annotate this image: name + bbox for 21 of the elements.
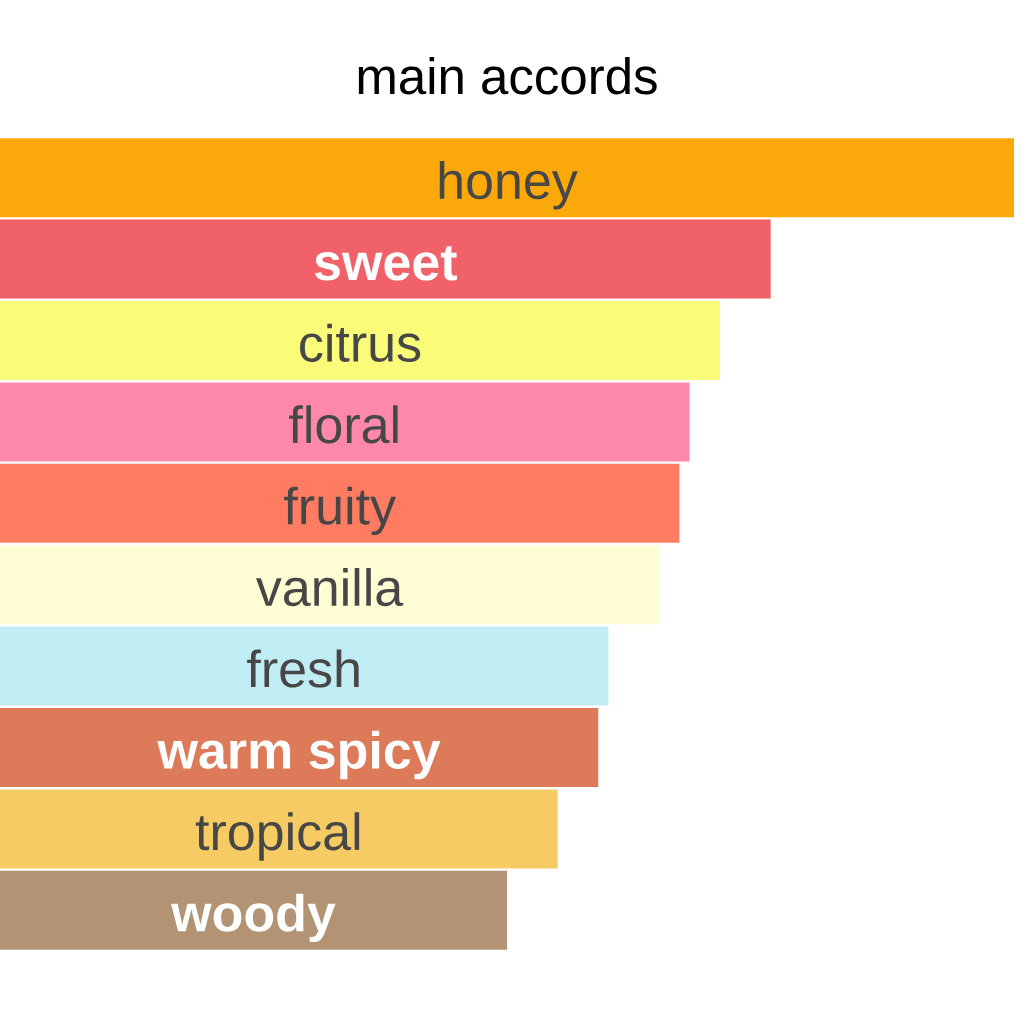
y-tick-label: warm spicy: [157, 730, 441, 780]
bar: [0, 463, 680, 543]
bar: [0, 138, 1015, 218]
y-tick-label: woody: [171, 893, 336, 943]
y-tick-label: sweet: [314, 246, 457, 281]
y-tick-label: tropical: [195, 812, 360, 861]
bar: [0, 545, 660, 625]
bar: [0, 219, 771, 299]
bar: [0, 626, 609, 706]
y-tick-label: fresh: [247, 649, 359, 688]
bar: [0, 382, 690, 462]
y-tick-label: floral: [289, 405, 398, 444]
y-tick-label: citrus: [300, 323, 421, 363]
y-tick-label: vanilla: [256, 568, 404, 607]
bar: [0, 301, 720, 381]
bar: [0, 708, 599, 788]
chart-title: main accords: [358, 57, 657, 95]
bar: [0, 789, 558, 869]
y-tick-label: honey: [439, 161, 578, 210]
bar: [0, 870, 507, 950]
y-tick-label: fruity: [284, 486, 396, 536]
